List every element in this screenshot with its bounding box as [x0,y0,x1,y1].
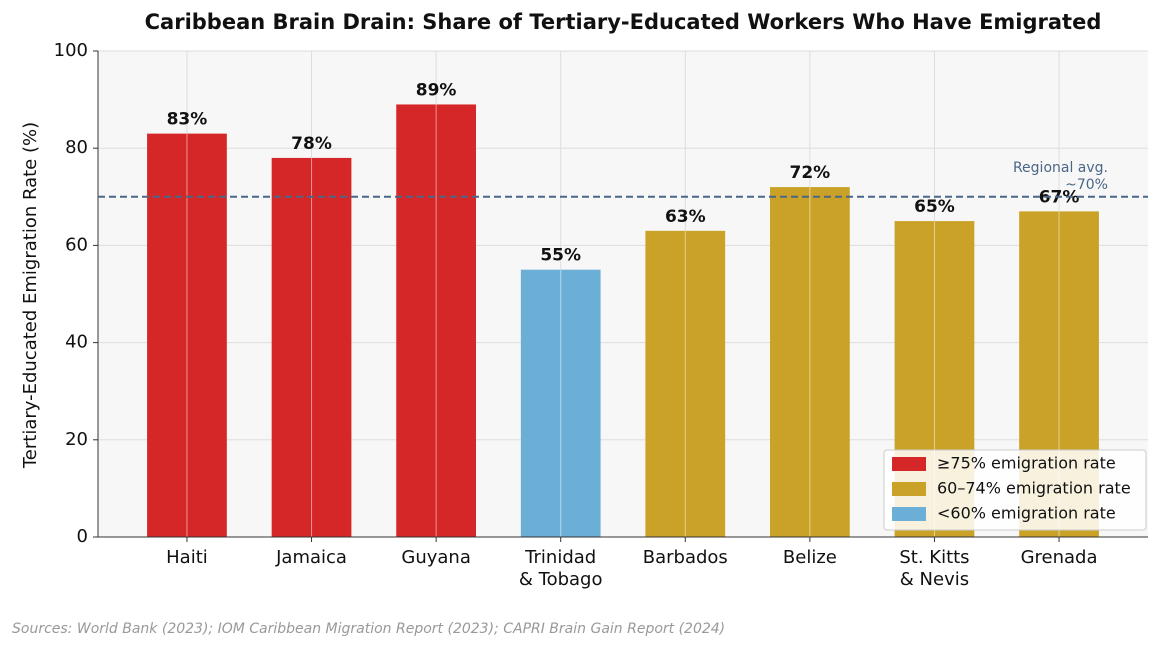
y-tick-label: 80 [65,137,88,158]
x-tick-label: Barbados [642,547,728,568]
y-tick-label: 60 [65,234,88,255]
x-tick-label: Haiti [166,547,208,568]
x-tick-label: St. Kitts & Nevis [899,547,970,590]
legend-label: 60–74% emigration rate [937,479,1131,498]
y-tick-label: 40 [65,332,88,353]
value-label: 83% [167,110,208,130]
x-tick-label: Guyana [401,547,471,568]
value-label: 89% [416,80,457,100]
legend-swatch [892,482,926,496]
legend-box [883,449,1147,531]
y-tick-label: 0 [77,526,88,547]
legend-swatch [892,507,926,521]
value-label: 55% [540,246,581,266]
value-label: 78% [291,134,332,154]
x-tick-label: Belize [782,547,837,568]
legend-label: <60% emigration rate [937,504,1116,523]
reference-label: Regional avg. ~70% [1012,159,1108,194]
y-axis-label: Tertiary-Educated Emigration Rate (%) [20,122,41,469]
y-tick-label: 100 [54,40,88,61]
legend: ≥75% emigration rate 60–74% emigration ra… [883,449,1147,531]
legend-swatch [892,457,926,471]
source-note: Sources: World Bank (2023); IOM Caribbea… [12,621,725,637]
value-label: 65% [914,197,955,217]
chart-title: Caribbean Brain Drain: Share of Tertiary… [145,10,1102,34]
y-tick-label: 20 [65,429,88,450]
x-tick-label: Jamaica [276,547,347,568]
x-tick-label: Trinidad & Tobago [518,547,603,590]
value-label: 72% [790,163,831,183]
legend-label: ≥75% emigration rate [937,454,1116,473]
x-tick-label: Grenada [1020,547,1098,568]
value-label: 63% [665,207,706,227]
